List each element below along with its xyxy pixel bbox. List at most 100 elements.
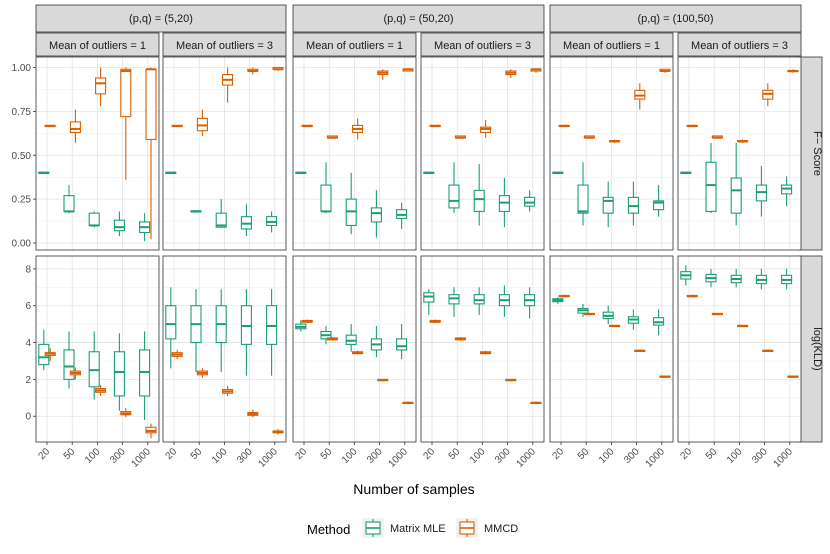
box <box>787 69 799 73</box>
box <box>88 211 100 228</box>
box <box>429 319 441 324</box>
box <box>602 305 614 325</box>
box-body <box>113 219 125 232</box>
box <box>583 312 595 316</box>
outlier-strip <box>420 32 545 57</box>
box <box>627 309 639 330</box>
box <box>653 309 665 336</box>
box <box>659 68 671 73</box>
panel-boxes <box>552 294 671 378</box>
box <box>762 83 774 107</box>
x-tick-label: 300 <box>622 446 642 466</box>
box-body <box>165 305 177 340</box>
box <box>762 349 774 352</box>
box <box>370 190 382 238</box>
x-tick-label: 1000 <box>771 446 795 470</box>
box <box>145 423 157 439</box>
box <box>730 268 742 288</box>
box <box>295 171 307 174</box>
panel-boxes <box>680 265 799 378</box>
box <box>95 67 107 107</box>
box <box>295 320 307 332</box>
box <box>680 171 692 174</box>
y-tick-label: 1.00 <box>12 63 32 74</box>
box-body <box>113 351 125 397</box>
pq-strip <box>549 4 802 33</box>
panel-boxes <box>552 68 671 228</box>
x-tick-label: 100 <box>468 446 488 466</box>
box <box>44 348 56 361</box>
row-strip-label: F− Score <box>811 131 823 176</box>
box <box>402 401 414 405</box>
box <box>577 303 589 317</box>
x-tick-label: 100 <box>597 446 617 466</box>
box <box>787 375 799 378</box>
box-body <box>145 68 157 141</box>
box <box>627 181 639 226</box>
box <box>139 331 151 420</box>
legend-title: Method <box>307 522 350 537</box>
box <box>240 289 252 376</box>
box <box>705 268 717 288</box>
box <box>139 213 151 242</box>
x-tick-label: 50 <box>319 446 335 462</box>
x-tick-label: 1000 <box>643 446 667 470</box>
box <box>454 135 466 139</box>
box <box>653 185 665 217</box>
y-tick-label: 0.50 <box>12 151 32 162</box>
box <box>44 124 56 128</box>
x-tick-label: 50 <box>447 446 463 462</box>
x-tick-label: 50 <box>704 446 720 462</box>
x-tick-label: 300 <box>235 446 255 466</box>
box-body <box>63 195 75 212</box>
box <box>705 142 717 214</box>
y-tick-label: 6 <box>25 301 31 312</box>
box <box>301 319 313 324</box>
box <box>95 384 107 396</box>
box <box>423 171 435 174</box>
box <box>345 172 357 235</box>
panel-boxes <box>295 68 414 238</box>
box <box>781 176 793 207</box>
box-body <box>396 338 408 351</box>
box <box>737 139 749 143</box>
box <box>602 181 614 228</box>
box <box>222 67 234 103</box>
outlier-strip-label: Mean of outliers = 1 <box>563 40 660 52</box>
panel-boxes <box>38 329 157 439</box>
pq-strip-label: (p,q) = (50,20) <box>383 13 453 25</box>
box <box>473 287 485 315</box>
box <box>345 324 357 352</box>
legend-item: Matrix MLE <box>362 518 446 538</box>
outlier-strip-label: Mean of outliers = 1 <box>49 40 146 52</box>
y-tick-label: 2 <box>25 375 31 386</box>
outlier-strip <box>35 32 160 57</box>
box <box>272 429 284 435</box>
panel <box>678 57 801 250</box>
box-body <box>69 121 81 133</box>
panel-border <box>549 56 674 251</box>
x-tick-label: 50 <box>576 446 592 462</box>
box <box>215 199 227 228</box>
box <box>171 349 183 360</box>
box <box>448 162 460 214</box>
panel <box>421 57 544 250</box>
box <box>659 375 671 378</box>
panel <box>678 256 801 442</box>
pq-strip-label: (p,q) = (100,50) <box>637 13 713 25</box>
box <box>530 401 542 405</box>
box-body <box>215 212 227 228</box>
box-body <box>448 184 460 209</box>
box <box>320 325 332 345</box>
x-tick-label: 100 <box>340 446 360 466</box>
outlier-strip-label: Mean of outliers = 1 <box>306 40 403 52</box>
pq-strip <box>292 4 545 33</box>
box <box>63 331 75 389</box>
box <box>711 135 723 139</box>
panel-boxes <box>165 287 284 435</box>
box-body <box>95 77 107 95</box>
box <box>454 337 466 341</box>
x-tick-label: 20 <box>421 446 437 462</box>
x-axes: 20 50 100 300 1000 20 50 100 300 1000 20 50 100 300 10… <box>36 442 795 470</box>
box <box>396 202 408 229</box>
